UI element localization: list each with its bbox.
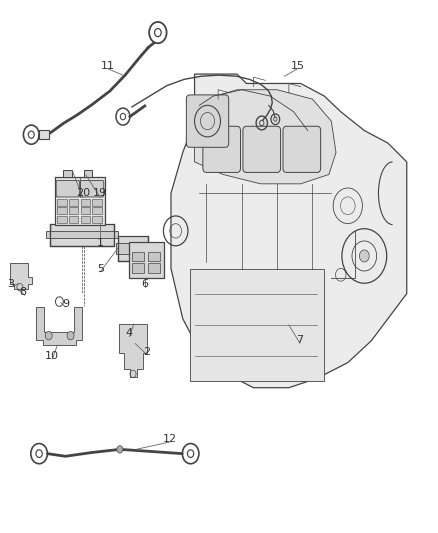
Polygon shape (190, 269, 324, 382)
FancyBboxPatch shape (148, 263, 160, 273)
FancyBboxPatch shape (116, 244, 150, 254)
FancyBboxPatch shape (243, 126, 281, 172)
Circle shape (117, 446, 123, 453)
FancyBboxPatch shape (81, 199, 90, 206)
Text: 19: 19 (93, 188, 107, 198)
Text: 10: 10 (45, 351, 59, 361)
Text: 20: 20 (76, 188, 90, 198)
Text: 12: 12 (163, 434, 177, 445)
Text: 2: 2 (143, 346, 151, 357)
Circle shape (359, 250, 369, 262)
FancyBboxPatch shape (130, 242, 164, 278)
Circle shape (45, 332, 52, 340)
FancyBboxPatch shape (56, 181, 80, 197)
FancyBboxPatch shape (57, 199, 67, 206)
FancyBboxPatch shape (81, 207, 90, 214)
Text: 8: 8 (19, 287, 26, 297)
Text: 11: 11 (101, 61, 115, 70)
FancyBboxPatch shape (69, 216, 78, 223)
Text: 15: 15 (290, 61, 304, 70)
FancyBboxPatch shape (84, 169, 92, 177)
Polygon shape (11, 263, 32, 289)
FancyBboxPatch shape (55, 177, 106, 225)
FancyBboxPatch shape (80, 181, 104, 197)
FancyBboxPatch shape (57, 216, 67, 223)
FancyBboxPatch shape (57, 207, 67, 214)
Text: 1: 1 (97, 238, 104, 247)
FancyBboxPatch shape (81, 216, 90, 223)
FancyBboxPatch shape (69, 207, 78, 214)
FancyBboxPatch shape (283, 126, 321, 172)
Polygon shape (36, 307, 82, 345)
FancyBboxPatch shape (203, 126, 240, 172)
FancyBboxPatch shape (92, 207, 102, 214)
Text: 9: 9 (62, 298, 69, 309)
FancyBboxPatch shape (49, 224, 114, 246)
FancyBboxPatch shape (118, 236, 148, 261)
FancyBboxPatch shape (46, 231, 118, 238)
FancyBboxPatch shape (39, 131, 49, 139)
FancyBboxPatch shape (186, 95, 229, 147)
FancyBboxPatch shape (92, 216, 102, 223)
Text: 3: 3 (7, 279, 14, 288)
FancyBboxPatch shape (132, 263, 145, 273)
FancyBboxPatch shape (148, 252, 160, 261)
Text: 7: 7 (296, 335, 304, 345)
Text: 4: 4 (126, 328, 133, 338)
FancyBboxPatch shape (132, 252, 145, 261)
FancyBboxPatch shape (63, 169, 72, 177)
Polygon shape (171, 74, 407, 387)
FancyBboxPatch shape (69, 199, 78, 206)
Text: 6: 6 (141, 279, 148, 288)
Polygon shape (194, 90, 336, 184)
FancyBboxPatch shape (92, 199, 102, 206)
Polygon shape (120, 324, 147, 377)
Text: 5: 5 (97, 264, 104, 274)
Circle shape (67, 332, 74, 340)
